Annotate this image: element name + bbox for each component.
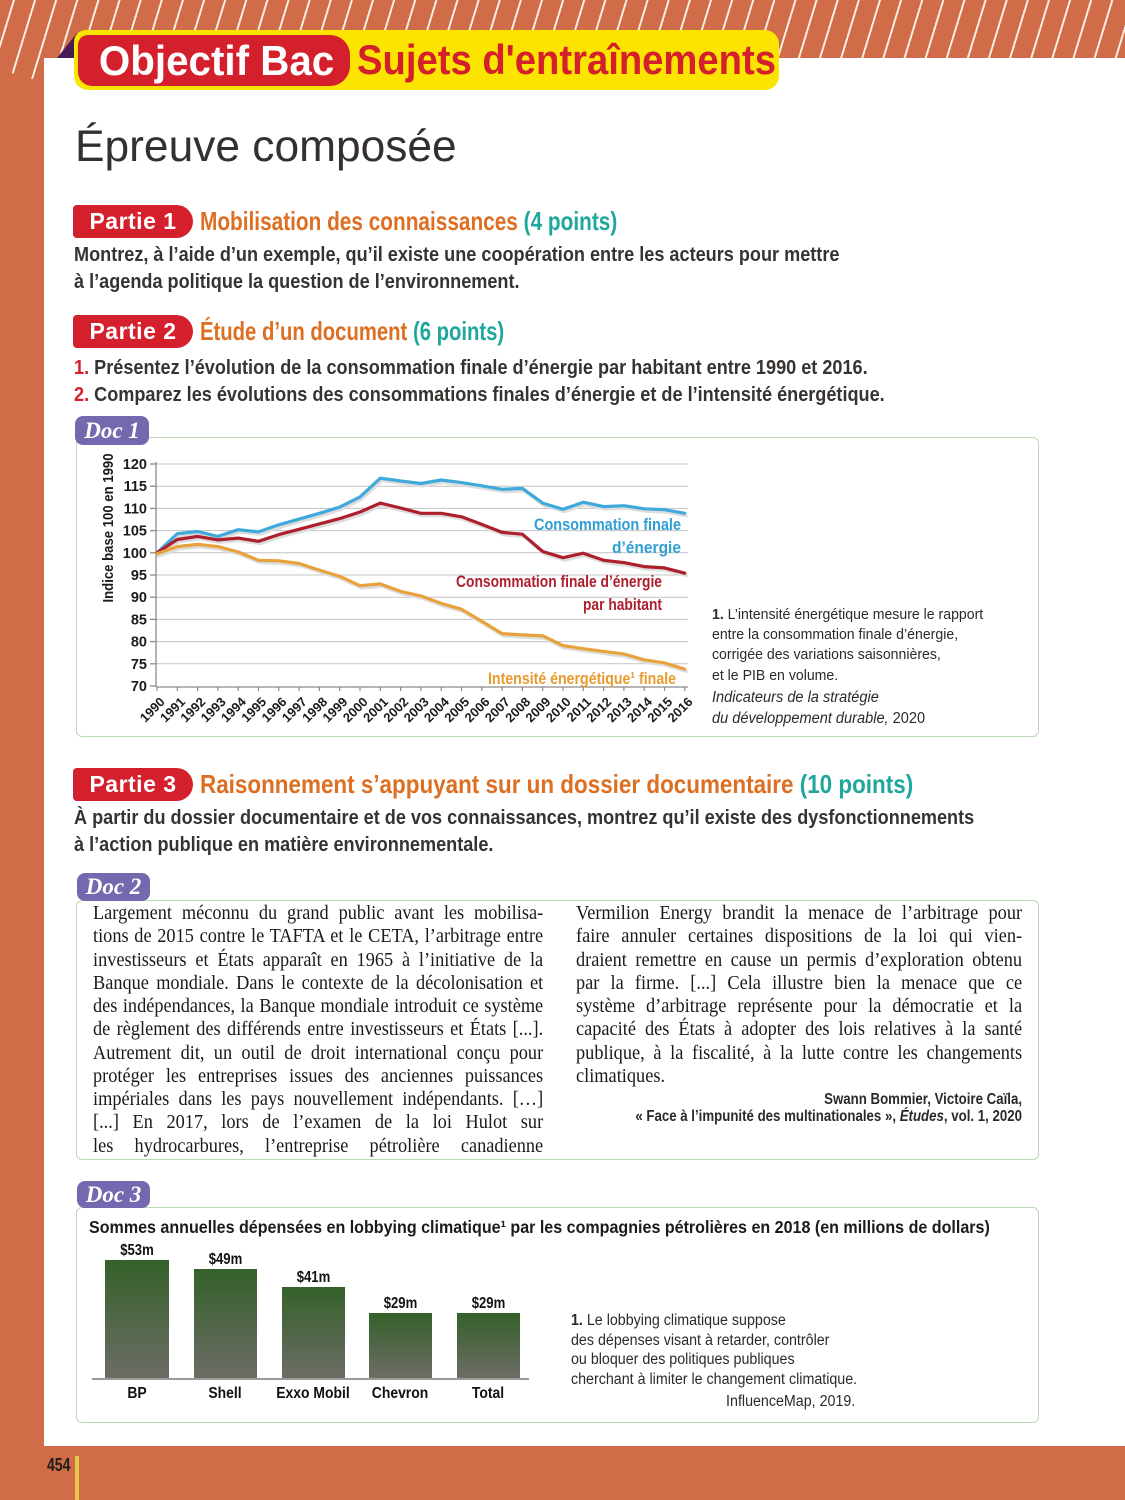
svg-text:95: 95 [131, 568, 147, 584]
svg-text:115: 115 [124, 479, 147, 495]
svg-text:Consommation finale: Consommation finale [534, 515, 681, 534]
svg-text:120: 120 [123, 457, 147, 473]
svg-text:70: 70 [131, 679, 147, 695]
svg-text:85: 85 [131, 612, 147, 628]
svg-text:Indice base 100 en 1990: Indice base 100 en 1990 [100, 454, 117, 603]
svg-text:100: 100 [123, 546, 147, 562]
svg-text:Intensité énergétique¹ finale: Intensité énergétique¹ finale [488, 669, 676, 688]
svg-text:Consommation finale d’énergie: Consommation finale d’énergie [456, 572, 662, 591]
svg-text:110: 110 [124, 501, 147, 517]
svg-text:105: 105 [123, 524, 147, 540]
svg-text:d’énergie: d’énergie [612, 538, 681, 557]
svg-text:90: 90 [131, 590, 147, 606]
svg-text:par habitant: par habitant [583, 595, 662, 614]
svg-text:80: 80 [131, 635, 147, 651]
svg-text:75: 75 [131, 657, 147, 673]
